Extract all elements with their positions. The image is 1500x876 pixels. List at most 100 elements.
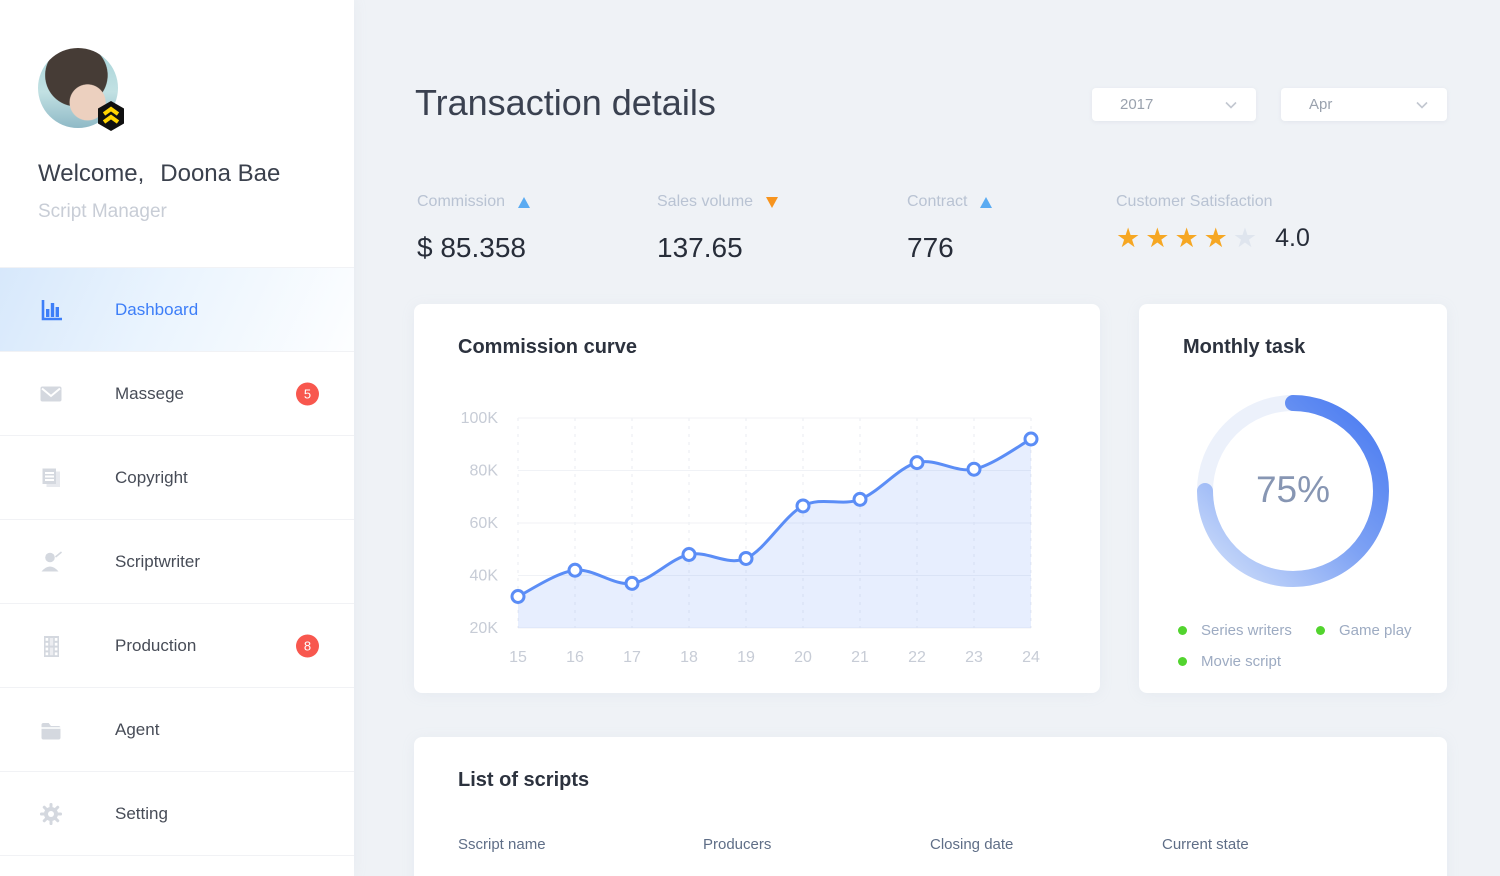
stars: ★ ★ ★ ★ ★ [1116, 225, 1262, 252]
column-header: Current state [1162, 836, 1249, 853]
chevron-down-icon [1416, 101, 1428, 109]
main-content: Transaction details 2017 Apr Commission … [354, 0, 1500, 876]
profile-section: Welcome, Doona Bae Script Manager [0, 0, 354, 223]
svg-text:23: 23 [965, 649, 983, 666]
chevron-down-icon [1225, 101, 1237, 109]
legend-item: Movie script [1178, 653, 1316, 670]
sidebar-item-label: Production [115, 635, 197, 655]
stat-label: Commission [417, 193, 531, 211]
star-filled-icon: ★ [1174, 223, 1199, 253]
legend-item: Game play [1316, 622, 1412, 639]
trend-up-icon [980, 196, 993, 208]
gear-icon [40, 802, 62, 825]
stat-customer-satisfaction: Customer Satisfaction ★ ★ ★ ★ ★ 4.0 [1116, 193, 1310, 253]
task-donut-chart [1197, 395, 1389, 587]
green-dot-icon [1178, 626, 1187, 635]
stat-label-text: Contract [907, 193, 968, 210]
star-filled-icon: ★ [1203, 223, 1228, 253]
stat-label: Contract [907, 193, 993, 211]
svg-text:16: 16 [566, 649, 584, 666]
svg-text:21: 21 [851, 649, 869, 666]
commission-line-chart: 15 16 17 18 19 20 21 22 23 24 20K 40K 60K 80K 100K [461, 410, 1040, 666]
sidebar-item-copyright[interactable]: Copyright [0, 436, 354, 520]
stat-value: 776 [907, 232, 954, 263]
sidebar-item-label: Scriptwriter [115, 551, 201, 571]
column-header: Producers [703, 836, 772, 853]
svg-text:18: 18 [680, 649, 698, 666]
mail-icon [40, 386, 62, 401]
stat-sales-volume: Sales volume 137.65 [657, 193, 779, 264]
svg-text:15: 15 [509, 649, 527, 666]
list-of-scripts-card: List of scripts Sscript name Producers C… [414, 737, 1447, 876]
sidebar: Welcome, Doona Bae Script Manager Dashboa… [0, 0, 354, 876]
sidebar-item-label: Massege [115, 383, 184, 403]
folder-icon [41, 722, 61, 739]
svg-text:60K: 60K [470, 515, 499, 532]
chart-title: Commission curve [458, 336, 637, 358]
bar-chart-icon [41, 299, 62, 320]
sidebar-item-label: Dashboard [115, 299, 199, 319]
svg-text:24: 24 [1022, 649, 1040, 666]
green-dot-icon [1178, 657, 1187, 666]
column-header: Sscript name [458, 836, 546, 853]
svg-text:100K: 100K [461, 410, 499, 427]
stat-value: $ 85.358 [417, 232, 526, 263]
stat-contract: Contract 776 [907, 193, 993, 264]
rating-value: 4.0 [1275, 224, 1310, 252]
monthly-task-card: Monthly task 75% Series writers Game pla… [1139, 304, 1447, 693]
sidebar-item-label: Copyright [115, 467, 188, 487]
svg-text:20K: 20K [470, 620, 499, 637]
svg-text:22: 22 [908, 649, 926, 666]
film-icon [44, 635, 59, 657]
sidebar-item-agent[interactable]: Agent [0, 688, 354, 772]
stat-label: Customer Satisfaction [1116, 193, 1310, 211]
sidebar-nav: Dashboard Massege 5 Copyright [0, 267, 354, 856]
message-count-badge: 5 [296, 382, 319, 405]
legend-item: Series writers [1178, 622, 1316, 639]
month-select-value: Apr [1309, 96, 1333, 113]
production-count-badge: 8 [296, 634, 319, 657]
sidebar-item-production[interactable]: Production 8 [0, 604, 354, 688]
document-icon [42, 468, 60, 487]
task-legend: Series writers Game play Movie script [1178, 622, 1412, 684]
welcome-prefix: Welcome, [38, 160, 145, 187]
svg-text:80K: 80K [470, 463, 499, 480]
rank-badge-icon [98, 101, 124, 131]
legend-label: Series writers [1201, 622, 1292, 639]
month-select[interactable]: Apr [1281, 88, 1447, 121]
legend-label: Movie script [1201, 653, 1282, 670]
trend-up-icon [518, 196, 531, 208]
svg-text:20: 20 [794, 649, 812, 666]
section-title: List of scripts [458, 769, 590, 791]
user-role: Script Manager [38, 201, 167, 222]
sidebar-item-label: Setting [115, 803, 168, 823]
sidebar-item-label: Agent [115, 719, 160, 739]
page-title: Transaction details [415, 82, 716, 123]
green-dot-icon [1316, 626, 1325, 635]
year-select[interactable]: 2017 [1092, 88, 1256, 121]
person-icon [41, 550, 63, 571]
stat-value: 137.65 [657, 232, 743, 263]
sidebar-item-dashboard[interactable]: Dashboard [0, 268, 354, 352]
star-empty-icon: ★ [1232, 223, 1258, 253]
svg-text:17: 17 [623, 649, 641, 666]
sidebar-item-setting[interactable]: Setting [0, 772, 354, 856]
legend-label: Game play [1339, 622, 1412, 639]
task-percent: 75% [1255, 469, 1331, 510]
card-title: Monthly task [1183, 336, 1306, 358]
svg-text:40K: 40K [470, 568, 499, 585]
star-filled-icon: ★ [1145, 223, 1170, 253]
sidebar-item-scriptwriter[interactable]: Scriptwriter [0, 520, 354, 604]
column-header: Closing date [930, 836, 1014, 853]
commission-curve-card: Commission curve 15 16 17 18 19 20 21 22 23 24 20K… [414, 304, 1100, 693]
stat-label-text: Commission [417, 193, 506, 210]
user-name: Doona Bae [160, 160, 281, 187]
sidebar-item-massege[interactable]: Massege 5 [0, 352, 354, 436]
trend-down-icon [766, 196, 779, 208]
stat-label-text: Customer Satisfaction [1116, 193, 1273, 210]
stat-label: Sales volume [657, 193, 779, 211]
stat-commission: Commission $ 85.358 [417, 193, 531, 264]
welcome-text: Welcome, Doona Bae [38, 160, 354, 188]
stat-label-text: Sales volume [657, 193, 754, 210]
svg-text:19: 19 [737, 649, 755, 666]
